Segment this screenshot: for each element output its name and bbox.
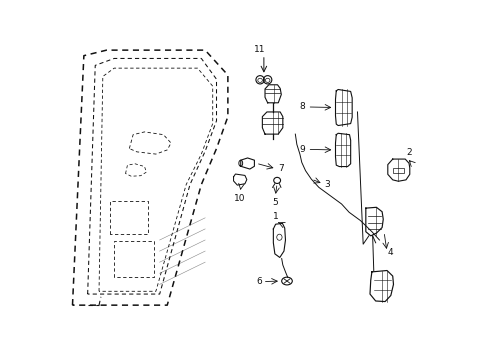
Text: 2: 2: [406, 148, 411, 157]
Text: 9: 9: [299, 145, 305, 154]
Text: 6: 6: [256, 277, 262, 286]
Text: 7: 7: [277, 164, 283, 173]
Text: 3: 3: [324, 180, 329, 189]
Text: 4: 4: [387, 248, 393, 257]
Text: 10: 10: [234, 194, 245, 203]
Text: 11: 11: [254, 45, 265, 54]
Text: 5: 5: [272, 198, 278, 207]
Text: 1: 1: [272, 212, 278, 221]
Text: 8: 8: [299, 103, 305, 112]
Bar: [392, 168, 403, 174]
